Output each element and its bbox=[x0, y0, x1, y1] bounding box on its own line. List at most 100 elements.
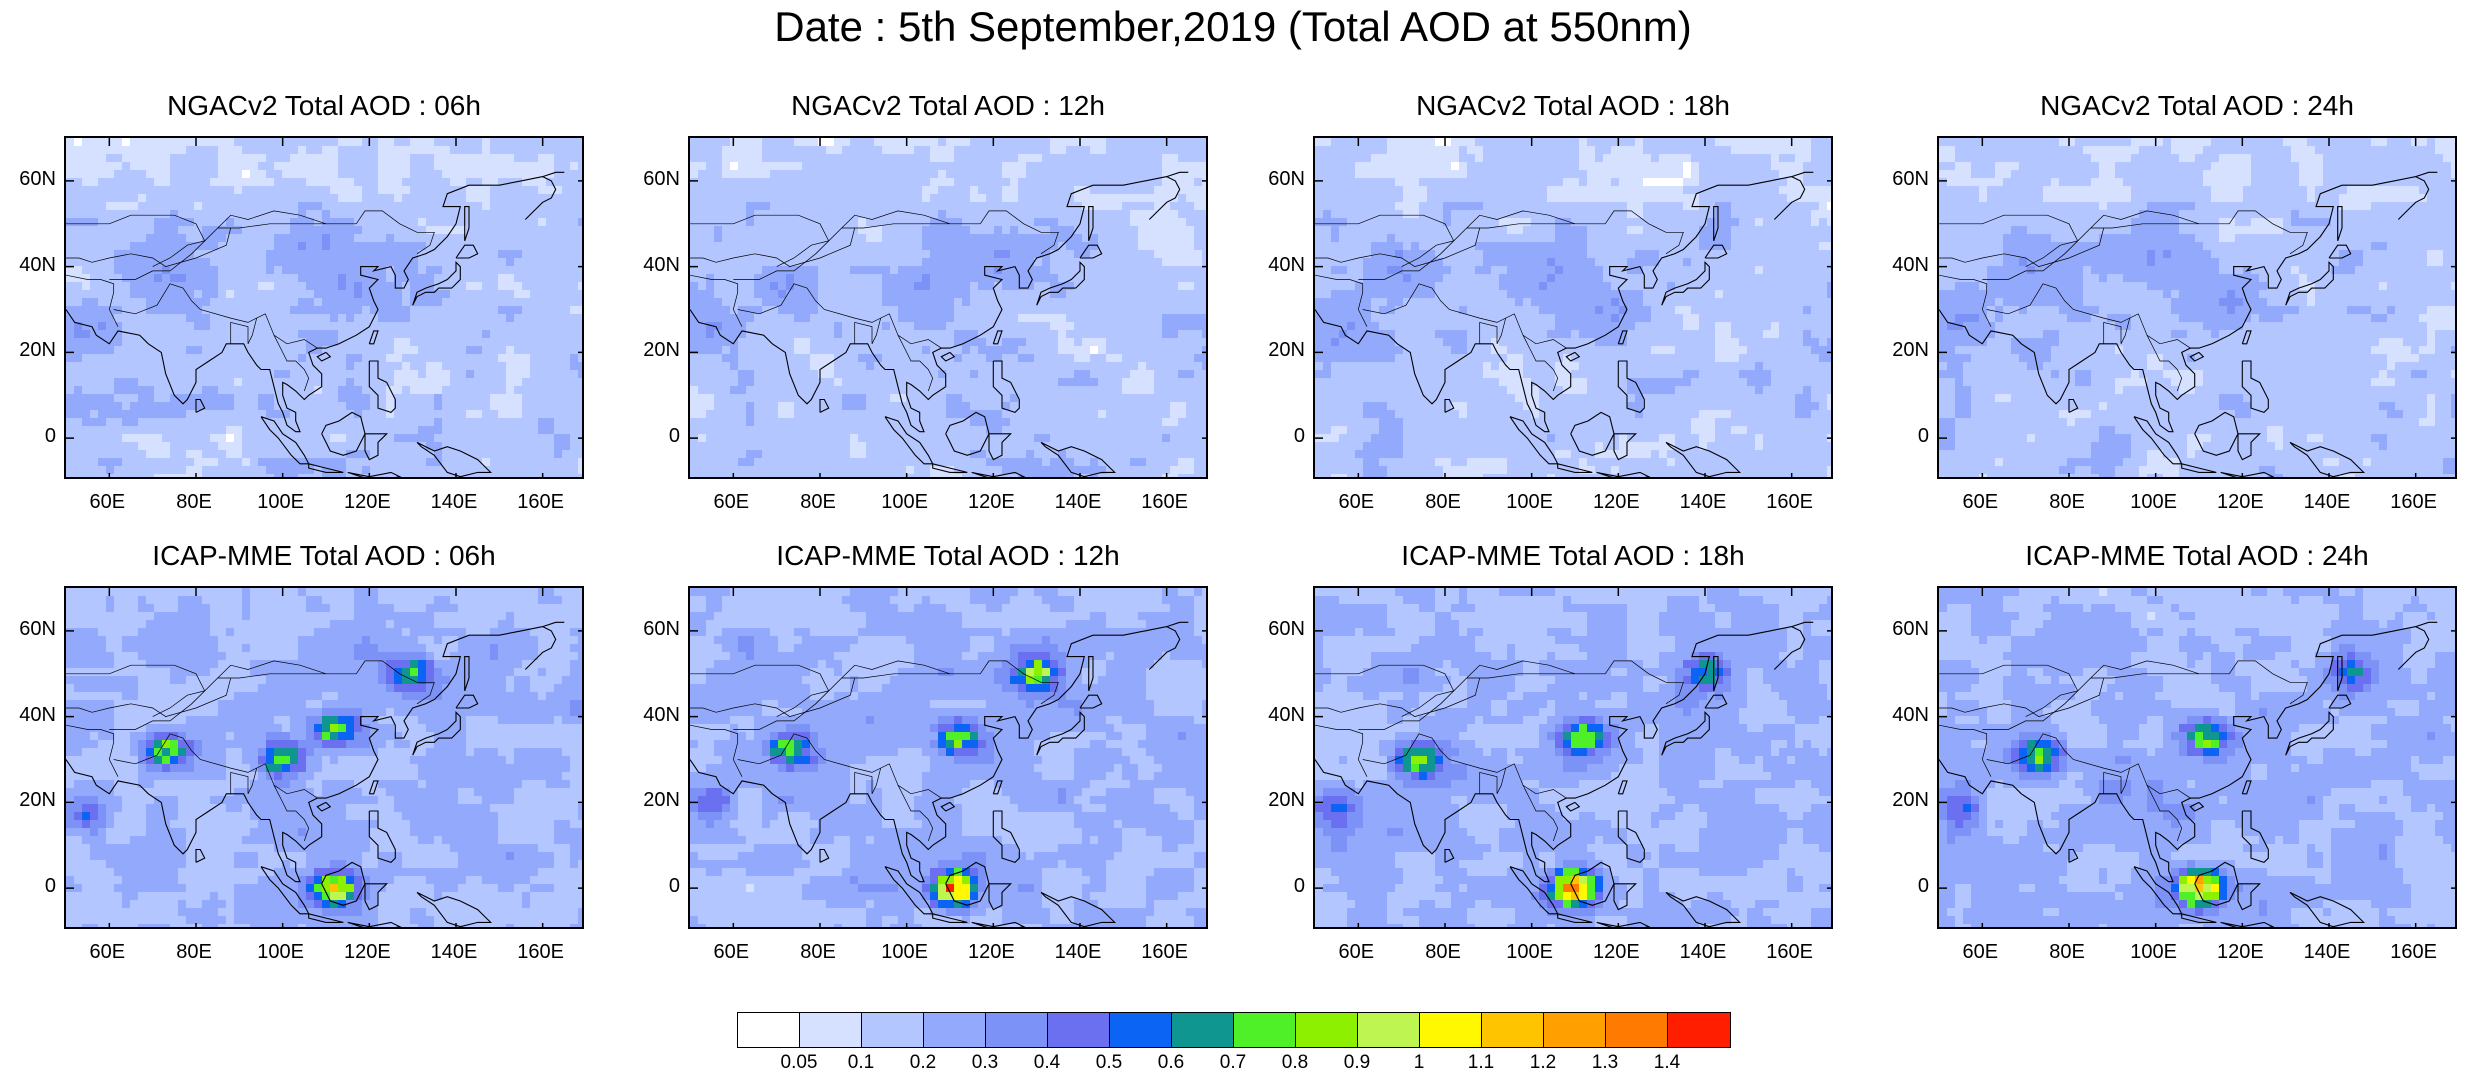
aod-cell bbox=[762, 298, 771, 307]
aod-cell bbox=[1106, 266, 1115, 275]
aod-cell bbox=[1154, 378, 1163, 387]
aod-cell bbox=[1058, 194, 1067, 203]
aod-cell bbox=[450, 298, 459, 307]
aod-cell bbox=[458, 194, 467, 203]
aod-cell bbox=[738, 194, 747, 203]
aod-cell bbox=[122, 474, 131, 479]
aod-cell bbox=[226, 274, 235, 283]
aod-cell bbox=[138, 138, 147, 147]
aod-cell bbox=[906, 290, 915, 299]
aod-cell bbox=[1114, 306, 1123, 315]
aod-cell bbox=[186, 450, 195, 459]
aod-cell bbox=[818, 354, 827, 363]
aod-cell bbox=[962, 322, 971, 331]
aod-cell bbox=[194, 458, 203, 467]
aod-cell bbox=[154, 250, 163, 259]
aod-cell bbox=[802, 194, 811, 203]
aod-cell bbox=[218, 370, 227, 379]
aod-cell bbox=[530, 378, 539, 387]
aod-cell bbox=[490, 210, 499, 219]
aod-cell bbox=[1178, 330, 1187, 339]
aod-cell bbox=[330, 386, 339, 395]
aod-cell bbox=[1074, 258, 1083, 267]
aod-cell bbox=[338, 466, 347, 475]
aod-cell bbox=[706, 290, 715, 299]
aod-cell bbox=[402, 234, 411, 243]
aod-cell bbox=[538, 458, 547, 467]
aod-cell bbox=[314, 338, 323, 347]
aod-cell bbox=[1130, 370, 1139, 379]
aod-cell bbox=[730, 138, 739, 147]
aod-cell bbox=[1202, 386, 1208, 395]
aod-cell bbox=[986, 346, 995, 355]
aod-cell bbox=[1154, 218, 1163, 227]
aod-cell bbox=[1154, 146, 1163, 155]
aod-cell bbox=[130, 170, 139, 179]
aod-cell bbox=[546, 154, 555, 163]
aod-cell bbox=[402, 290, 411, 299]
aod-cell bbox=[338, 290, 347, 299]
aod-cell bbox=[754, 370, 763, 379]
aod-cell bbox=[562, 234, 571, 243]
aod-cell bbox=[330, 370, 339, 379]
aod-cell bbox=[554, 154, 563, 163]
aod-cell bbox=[170, 442, 179, 451]
aod-cell bbox=[194, 386, 203, 395]
aod-cell bbox=[162, 146, 171, 155]
aod-cell bbox=[402, 178, 411, 187]
aod-cell bbox=[330, 402, 339, 411]
aod-cell bbox=[298, 314, 307, 323]
aod-cell bbox=[562, 474, 571, 479]
aod-cell bbox=[874, 338, 883, 347]
aod-cell bbox=[874, 186, 883, 195]
aod-cell bbox=[154, 274, 163, 283]
aod-cell bbox=[82, 434, 91, 443]
aod-cell bbox=[522, 186, 531, 195]
aod-cell bbox=[1186, 146, 1195, 155]
aod-cell bbox=[354, 386, 363, 395]
aod-cell bbox=[794, 178, 803, 187]
aod-cell bbox=[74, 378, 83, 387]
aod-cell bbox=[762, 186, 771, 195]
aod-cell bbox=[762, 258, 771, 267]
aod-cell bbox=[106, 306, 115, 315]
aod-cell bbox=[146, 402, 155, 411]
aod-cell bbox=[122, 442, 131, 451]
aod-cell bbox=[106, 410, 115, 419]
aod-cell bbox=[546, 258, 555, 267]
aod-cell bbox=[1090, 234, 1099, 243]
aod-cell bbox=[834, 282, 843, 291]
aod-cell bbox=[962, 226, 971, 235]
aod-cell bbox=[386, 418, 395, 427]
aod-cell bbox=[722, 394, 731, 403]
aod-cell bbox=[194, 346, 203, 355]
aod-cell bbox=[218, 170, 227, 179]
aod-cell bbox=[938, 178, 947, 187]
aod-cell bbox=[338, 210, 347, 219]
aod-cell bbox=[298, 346, 307, 355]
aod-cell bbox=[98, 170, 107, 179]
aod-cell bbox=[322, 146, 331, 155]
aod-cell bbox=[266, 138, 275, 147]
aod-cell bbox=[1130, 322, 1139, 331]
aod-cell bbox=[210, 346, 219, 355]
aod-cell bbox=[858, 282, 867, 291]
aod-cell bbox=[770, 154, 779, 163]
aod-cell bbox=[850, 370, 859, 379]
aod-cell bbox=[1178, 138, 1187, 147]
aod-cell bbox=[234, 306, 243, 315]
aod-cell bbox=[410, 458, 419, 467]
aod-cell bbox=[1122, 186, 1131, 195]
aod-cell bbox=[1114, 314, 1123, 323]
aod-cell bbox=[298, 458, 307, 467]
aod-cell bbox=[242, 354, 251, 363]
aod-cell bbox=[322, 458, 331, 467]
aod-cell bbox=[490, 346, 499, 355]
aod-cell bbox=[338, 178, 347, 187]
aod-cell bbox=[122, 154, 131, 163]
aod-cell bbox=[354, 290, 363, 299]
aod-cell bbox=[410, 362, 419, 371]
aod-cell bbox=[154, 394, 163, 403]
aod-cell bbox=[1066, 146, 1075, 155]
aod-cell bbox=[1130, 338, 1139, 347]
